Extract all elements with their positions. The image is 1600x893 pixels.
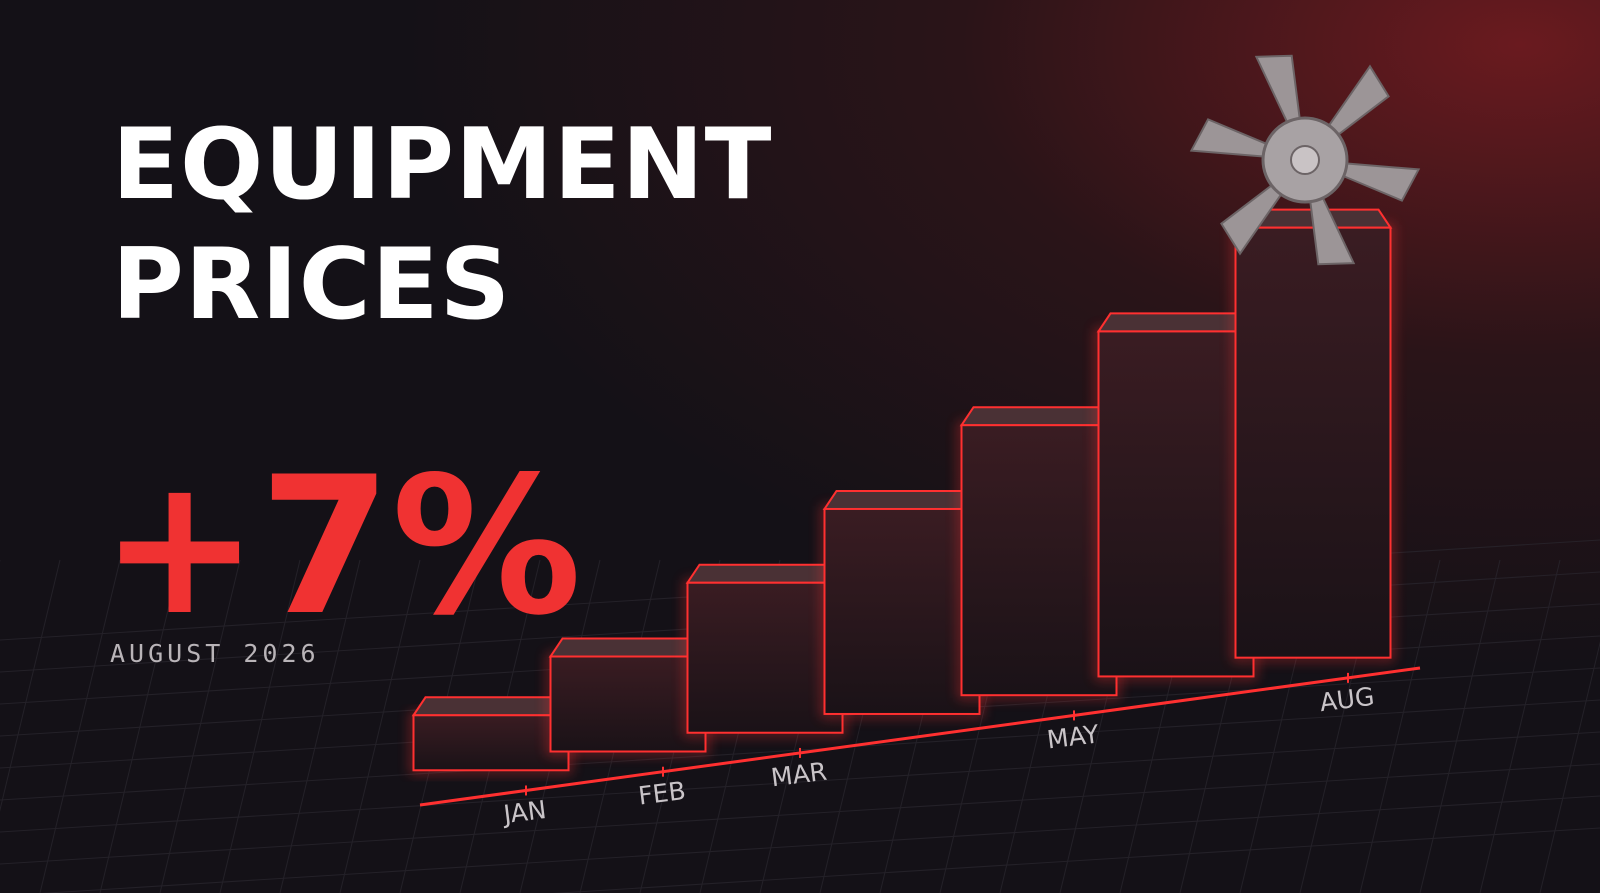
floor-line <box>0 559 61 812</box>
bars: JAN FEB MAR MAY AUG <box>410 208 1394 829</box>
baseline <box>419 666 1421 807</box>
floor-line <box>1539 641 1600 893</box>
floor-line <box>0 731 1600 833</box>
floor-line <box>99 559 181 893</box>
title-line: PRICES <box>112 228 511 342</box>
floor-line <box>339 559 421 893</box>
x-tick-label: MAY <box>1045 719 1101 754</box>
bar-top <box>822 489 982 510</box>
bar-top <box>685 563 845 584</box>
floor-line <box>1479 559 1561 893</box>
fan-illustration <box>1189 54 1421 266</box>
floor-line <box>279 559 361 893</box>
floor-line <box>0 763 1600 865</box>
x-tick-label: FEB <box>637 776 688 811</box>
floor-line <box>1359 559 1441 893</box>
floor-line <box>551 827 1600 893</box>
x-tick-label: MAR <box>769 757 828 793</box>
floor-line <box>1419 559 1501 893</box>
floor-line <box>39 559 121 893</box>
floor-line <box>159 559 241 893</box>
x-tick-label: AUG <box>1318 682 1376 717</box>
bar <box>686 581 844 734</box>
headline: +7% <box>100 436 582 657</box>
bar-top <box>411 696 571 717</box>
bar <box>549 655 707 753</box>
title-line: EQUIPMENT <box>112 108 772 222</box>
subtitle: AUGUST 2026 <box>110 639 320 668</box>
bar <box>1097 330 1255 678</box>
bar <box>823 507 981 715</box>
bar <box>1234 226 1392 659</box>
floor-line <box>39 795 1600 893</box>
bar <box>960 424 1118 697</box>
bar <box>412 714 570 772</box>
x-tick-label: JAN <box>500 795 548 829</box>
bar-top <box>1096 312 1256 333</box>
bar-top <box>959 406 1119 427</box>
floor-line <box>219 559 301 893</box>
